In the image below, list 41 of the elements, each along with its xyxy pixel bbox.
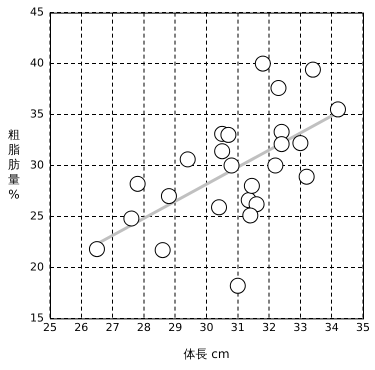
point (123, 210, 140, 227)
x-tick-label: 27 (106, 320, 120, 334)
x-tick-label: 33 (293, 320, 308, 334)
x-tick-label: 30 (200, 320, 214, 334)
x-tick-label: 31 (230, 320, 245, 334)
point (292, 135, 308, 152)
x-tick-label: 35 (356, 320, 370, 334)
point (88, 241, 105, 258)
y-tick-label: 45 (30, 5, 44, 18)
x-tick-label: 25 (42, 320, 57, 334)
point (254, 56, 271, 72)
y-axis-title: 粗脂肪量% (8, 128, 20, 202)
y-tick-label: 30 (30, 158, 44, 172)
x-axis-title: 体長 cm (183, 346, 230, 361)
point (248, 196, 265, 212)
point (267, 158, 284, 174)
y-tick-label: 15 (30, 311, 44, 324)
point (274, 136, 290, 152)
point (154, 242, 171, 258)
point (330, 101, 346, 118)
point (304, 62, 321, 78)
point (298, 168, 315, 185)
point (180, 151, 196, 168)
y-tick-label: 40 (30, 56, 44, 70)
x-tick-label: 29 (168, 320, 182, 334)
point (220, 126, 236, 143)
x-tick-label: 28 (136, 320, 151, 334)
point (211, 199, 228, 216)
x-tick-label: 34 (324, 320, 339, 334)
y-tick-label: 25 (30, 209, 44, 222)
point (130, 176, 146, 192)
y-tick-label: 35 (30, 107, 44, 120)
point (224, 158, 240, 174)
point (230, 278, 246, 294)
x-tick-label: 32 (262, 320, 276, 334)
x-tick-label: 26 (74, 320, 88, 334)
point (214, 143, 230, 160)
y-tick-label: 20 (30, 260, 44, 274)
point (242, 207, 258, 224)
point (270, 80, 286, 96)
point (160, 188, 177, 204)
